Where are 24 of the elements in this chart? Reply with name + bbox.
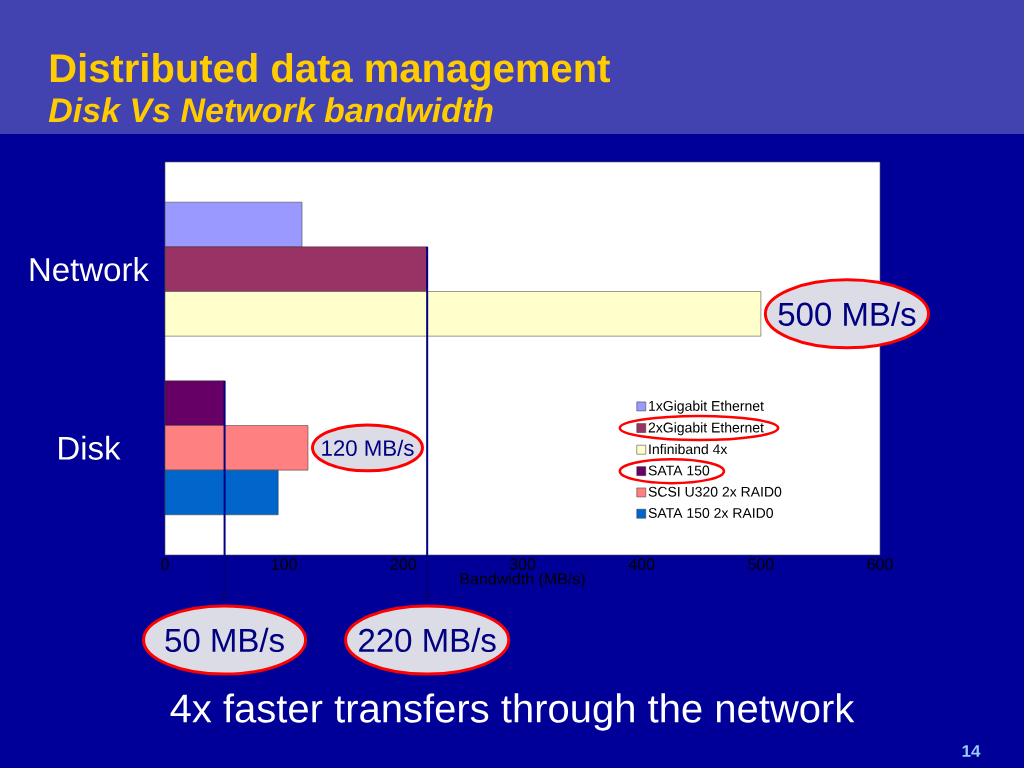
data-label: 120 MB/s xyxy=(322,439,414,456)
chart-subtitle: Disk Vs Network bandwidth xyxy=(48,97,493,123)
data-label: 500 MB/s xyxy=(778,301,916,326)
legend-label: SCSI U320 2x RAID0 xyxy=(648,486,782,497)
x-tick-label: 500 xyxy=(748,558,774,570)
ref-line-label: 220 MB/s xyxy=(359,627,496,653)
x-tick-label: 300 xyxy=(509,558,536,570)
text: 14 xyxy=(962,745,981,757)
legend-label: Infiniband 4x xyxy=(649,443,728,455)
x-tick-label: 600 xyxy=(867,558,893,570)
legend-label: 2xGigabit Ethernet xyxy=(648,422,764,436)
ref-line-label: 50 MB/s xyxy=(165,627,284,653)
chart-title: Distributed data management xyxy=(50,53,610,91)
text: 4x faster transfers through the network xyxy=(170,693,855,731)
x-tick-label: 0 xyxy=(161,558,169,570)
x-axis-title: Bandwidth (MB/s) xyxy=(460,572,585,588)
legend-label: SATA 150 2x RAID0 xyxy=(648,508,774,518)
legend-label: SATA 150 xyxy=(648,465,710,476)
y-tick-label: Disk xyxy=(59,435,121,460)
x-tick-label: 200 xyxy=(390,558,417,570)
y-tick-label: Network xyxy=(30,257,150,282)
legend-label: 1xGigabit Ethernet xyxy=(649,400,764,414)
x-tick-label: 100 xyxy=(272,558,297,570)
x-tick-label: 400 xyxy=(628,558,655,570)
